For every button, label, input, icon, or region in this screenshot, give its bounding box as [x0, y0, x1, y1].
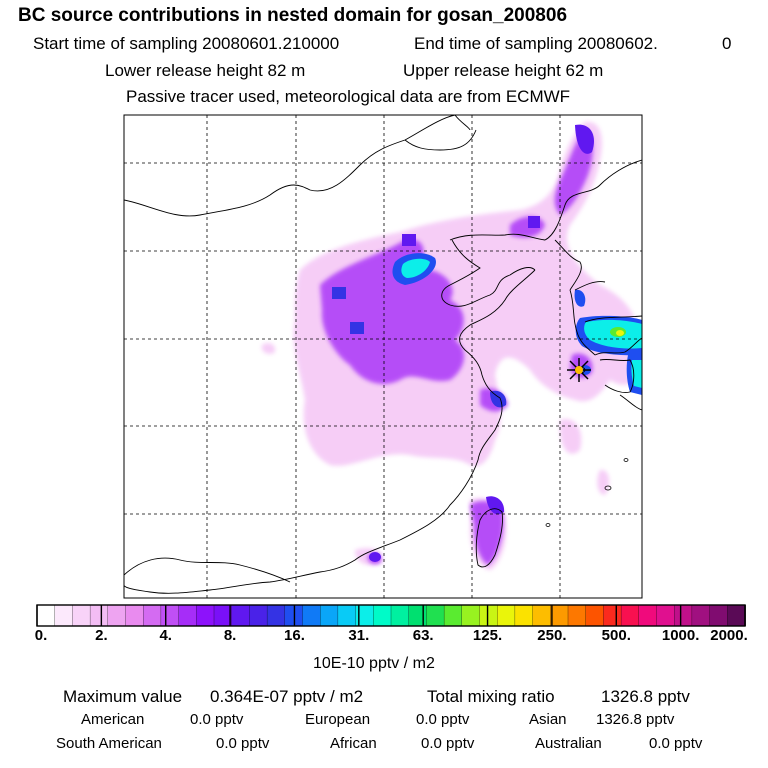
colorbar-cell: [727, 604, 746, 627]
max-value-label: Maximum value: [63, 687, 183, 706]
colorbar-cell: [674, 604, 693, 627]
coastlines: [124, 115, 642, 594]
colorbar-tick-label: 4.: [159, 627, 172, 644]
colorbar-tick-label: 1000.: [661, 627, 700, 644]
start-time: Start time of sampling 20080601.210000: [33, 34, 340, 53]
colorbar-tick-label: 125.: [472, 627, 503, 644]
colorbar-cell: [709, 604, 729, 627]
total-mixing-ratio: 1326.8 pptv: [601, 687, 690, 706]
colorbar-cell: [231, 604, 251, 627]
region-value-asian: 1326.8 pptv: [596, 711, 675, 728]
colorbar-cell: [337, 604, 357, 627]
colorbar-cell: [532, 604, 552, 627]
tracer-note: Passive tracer used, meteorological data…: [126, 87, 571, 106]
colorbar-cell: [656, 604, 675, 627]
colorbar-cell: [567, 604, 587, 627]
colorbar-cell: [603, 604, 622, 627]
colorbar-cell: [54, 604, 74, 627]
colorbar-cell: [178, 604, 198, 627]
region-value-south-american: 0.0 pptv: [216, 735, 270, 752]
receptor-star-icon: [567, 358, 591, 382]
map-frame: [123, 114, 643, 599]
colorbar-tick-label: 0.: [34, 627, 48, 644]
region-name-american: American: [81, 711, 145, 728]
colorbar-tick-label: 8.: [223, 627, 237, 644]
colorbar-cell: [638, 604, 658, 627]
region-name-african: African: [330, 735, 377, 752]
colorbar-cell: [461, 604, 481, 627]
colorbar-cell: [196, 604, 215, 627]
upper-release-height: Upper release height 62 m: [403, 61, 604, 80]
colorbar-cell: [107, 604, 127, 627]
colorbar-tick-label: 31.: [348, 627, 370, 644]
colorbar-cell: [550, 604, 569, 627]
colorbar-cell: [620, 604, 640, 627]
colorbar-cell: [266, 604, 286, 627]
colorbar-cell: [443, 604, 463, 627]
colorbar-cell: [497, 604, 516, 627]
colorbar-cell: [390, 604, 410, 627]
colorbar-tick-label: 500.: [601, 627, 631, 644]
colorbar-tick-label: 250.: [537, 627, 567, 644]
colorbar-tick-label: 2.: [95, 627, 108, 644]
colorbar-cell: [479, 604, 498, 627]
lat-lon-grid: [124, 115, 642, 598]
colorbar-cell: [426, 604, 445, 627]
region-value-european: 0.0 pptv: [416, 711, 470, 728]
colorbar-cell: [373, 604, 392, 627]
region-value-australian: 0.0 pptv: [649, 735, 703, 752]
region-value-american: 0.0 pptv: [190, 711, 244, 728]
region-name-european: European: [305, 711, 371, 728]
colorbar-cell: [125, 604, 144, 627]
colorbar-cell: [585, 604, 605, 627]
colorbar-cell: [249, 604, 268, 627]
colorbar-cell: [320, 604, 339, 627]
colorbar-cell: [302, 604, 321, 627]
colorbar-tick-label: 2000.: [710, 627, 748, 644]
colorbar-cell: [408, 604, 428, 627]
max-value: 0.364E-07 pptv / m2: [210, 687, 364, 706]
total-mixing-ratio-label: Total mixing ratio: [427, 687, 555, 706]
plot-title: BC source contributions in nested domain…: [18, 5, 568, 26]
region-value-african: 0.0 pptv: [421, 735, 475, 752]
region-name-asian: Asian: [529, 711, 567, 728]
colorbar-cell: [160, 604, 180, 627]
colorbar-cell: [691, 604, 711, 627]
colorbar-unit: 10E-10 pptv / m2: [313, 655, 435, 672]
lower-release-height: Lower release height 82 m: [105, 61, 306, 80]
colorbar-tick-label: 63.: [412, 627, 434, 644]
colorbar-cell: [514, 604, 534, 627]
colorbar-cell: [36, 604, 56, 627]
end-time: End time of sampling 20080602.: [414, 34, 658, 53]
colorbar-tick-label: 16.: [284, 627, 305, 644]
colorbar-cell: [89, 604, 109, 627]
end-time-suffix: 0: [722, 34, 732, 53]
region-name-australian: Australian: [535, 735, 602, 752]
colorbar-cell: [143, 604, 162, 627]
region-name-south-american: South American: [56, 735, 162, 752]
colorbar-cell: [72, 604, 91, 627]
